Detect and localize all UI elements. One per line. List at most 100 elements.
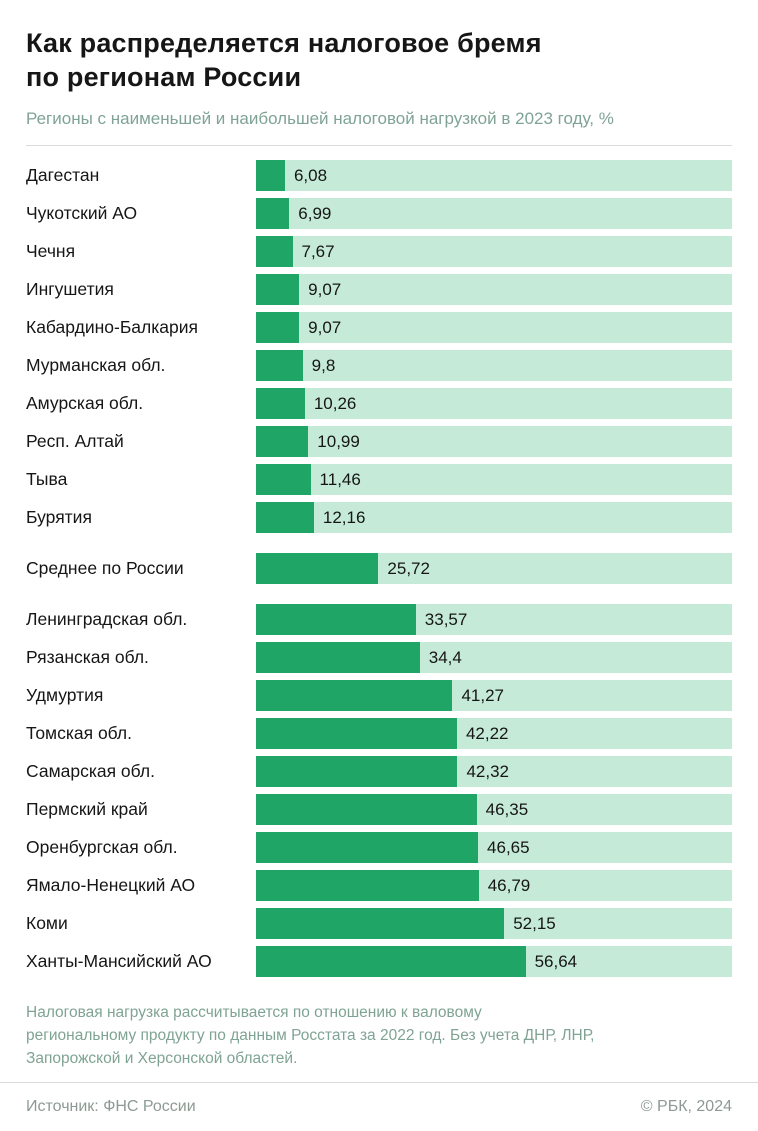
region-label: Томская обл. (26, 723, 132, 744)
bar-track: 12,16 (256, 502, 732, 534)
value-bar (256, 604, 416, 636)
value-bar (256, 236, 293, 268)
value-bar (256, 198, 290, 230)
value-label: 52,15 (513, 913, 556, 933)
region-label: Ямало-Ненецкий АО (26, 875, 196, 896)
footer: Источник: ФНС России © РБК, 2024 (26, 1083, 732, 1131)
chart-row: Ленинградская обл. 33,57 (26, 604, 732, 636)
chart-row: Ханты-Мансийский АО 56,64 (26, 946, 732, 978)
footnote-line-1: Налоговая нагрузка рассчитывается по отн… (26, 1004, 482, 1022)
region-label: Бурятия (26, 507, 92, 528)
value-label: 9,07 (308, 317, 342, 337)
value-bar (256, 756, 458, 788)
chart-row: Среднее по России 25,72 (26, 553, 732, 585)
value-bar (256, 832, 479, 864)
chart-row: Пермский край 46,35 (26, 794, 732, 826)
region-label: Коми (26, 913, 68, 934)
bar-track: 25,72 (256, 553, 732, 585)
region-label: Тыва (26, 469, 68, 490)
value-label: 56,64 (534, 951, 578, 971)
region-label: Чукотский АО (26, 203, 138, 224)
bar-track: 10,99 (256, 426, 732, 458)
region-label: Среднее по России (26, 558, 184, 579)
bar-track: 10,26 (256, 388, 732, 420)
value-label: 46,35 (485, 799, 529, 819)
bar-track: 6,99 (256, 198, 732, 230)
chart-row: Рязанская обл. 34,4 (26, 642, 732, 674)
page-subtitle: Регионы с наименьшей и наибольшей налого… (26, 109, 614, 129)
page-title-line-2: по регионам России (26, 62, 302, 93)
bar-track: 6,08 (256, 160, 732, 192)
chart-group-russia-average: Среднее по России 25,72 (26, 553, 732, 585)
bar-track: 9,07 (256, 312, 732, 344)
region-label: Оренбургская обл. (26, 837, 178, 858)
value-label: 10,99 (317, 431, 360, 451)
value-bar (256, 160, 285, 192)
bar-track: 56,64 (256, 946, 732, 978)
region-label: Самарская обл. (26, 761, 155, 782)
chart-row: Томская обл. 42,22 (26, 718, 732, 750)
chart-row: Чукотский АО 6,99 (26, 198, 732, 230)
chart-row: Ямало-Ненецкий АО 46,79 (26, 870, 732, 902)
value-label: 7,67 (301, 241, 335, 261)
chart-row: Самарская обл. 42,32 (26, 756, 732, 788)
value-label: 9,8 (311, 355, 336, 375)
value-bar (256, 908, 505, 940)
footnote: Налоговая нагрузка рассчитывается по отн… (26, 1001, 732, 1070)
value-bar (256, 870, 479, 902)
bar-track: 46,65 (256, 832, 732, 864)
value-bar (256, 794, 477, 826)
bar-track: 46,35 (256, 794, 732, 826)
footer-divider (0, 1082, 758, 1084)
value-bar (256, 553, 379, 585)
page-title: Как распределяется налоговое бремя по ре… (26, 26, 732, 94)
value-label: 12,16 (322, 507, 366, 527)
value-label: 34,4 (428, 647, 462, 667)
region-label: Пермский край (26, 799, 148, 820)
region-label: Амурская обл. (26, 393, 144, 414)
chart-row: Бурятия 12,16 (26, 502, 732, 534)
value-bar (256, 718, 457, 750)
value-bar (256, 502, 314, 534)
value-label: 41,27 (461, 685, 504, 705)
value-label: 6,99 (298, 203, 332, 223)
value-label: 42,32 (466, 761, 509, 781)
value-bar (256, 464, 311, 496)
bar-track: 42,22 (256, 718, 732, 750)
chart-row: Коми 52,15 (26, 908, 732, 940)
region-label: Кабардино-Балкария (26, 317, 199, 338)
bar-track: 33,57 (256, 604, 732, 636)
value-label: 33,57 (424, 609, 468, 629)
value-bar (256, 680, 453, 712)
bar-track: 42,32 (256, 756, 732, 788)
bar-track: 9,07 (256, 274, 732, 306)
region-label: Чечня (26, 241, 76, 262)
region-label: Дагестан (26, 165, 100, 186)
copyright-label: © РБК, 2024 (640, 1098, 732, 1116)
bar-track: 7,67 (256, 236, 732, 268)
value-label: 46,79 (487, 875, 531, 895)
value-label: 42,22 (465, 723, 509, 743)
value-bar (256, 388, 305, 420)
region-label: Ингушетия (26, 279, 114, 300)
bar-track: 41,27 (256, 680, 732, 712)
value-bar (256, 274, 300, 306)
region-label: Ханты-Мансийский АО (26, 951, 212, 972)
value-label: 11,46 (319, 469, 361, 489)
bar-track: 52,15 (256, 908, 732, 940)
region-label: Рязанская обл. (26, 647, 149, 668)
chart-group-lowest-burden: Дагестан 6,08 Чукотский АО 6,99 Чечня 7,67 Инг… (26, 160, 732, 534)
value-bar (256, 946, 526, 978)
chart-row: Ингушетия 9,07 (26, 274, 732, 306)
value-label: 6,08 (293, 165, 328, 185)
region-label: Удмуртия (26, 685, 104, 706)
footnote-line-2: региональному продукту по данным Росстат… (26, 1027, 595, 1045)
page-title-line-1: Как распределяется налоговое бремя (26, 28, 542, 58)
chart-row: Тыва 11,46 (26, 464, 732, 496)
chart-row: Мурманская обл. 9,8 (26, 350, 732, 382)
chart-group-highest-burden: Ленинградская обл. 33,57 Рязанская обл. 34,… (26, 604, 732, 978)
chart-row: Оренбургская обл. 46,65 (26, 832, 732, 864)
chart-row: Амурская обл. 10,26 (26, 388, 732, 420)
bar-track: 46,79 (256, 870, 732, 902)
